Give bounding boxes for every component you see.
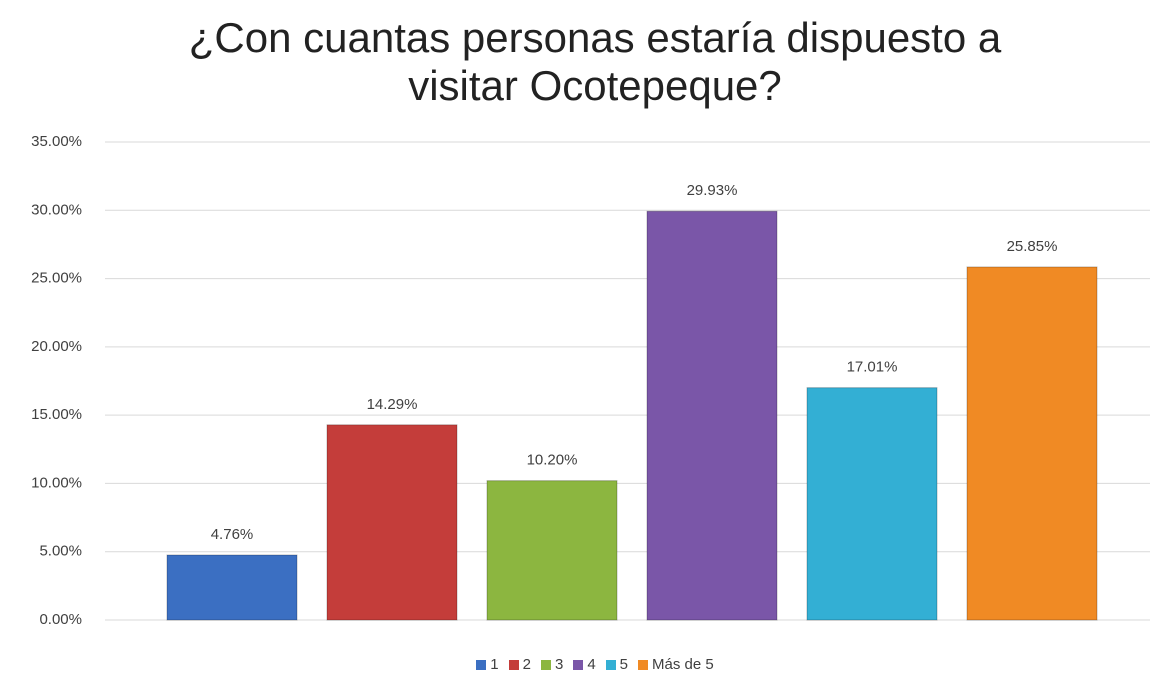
data-label: 29.93%: [687, 182, 738, 199]
bar: [326, 424, 458, 621]
y-tick-label: 0.00%: [39, 611, 82, 628]
legend-swatch: [476, 659, 487, 670]
bar: [486, 480, 618, 621]
legend-swatch: [638, 659, 648, 670]
y-tick-label: 5.00%: [39, 543, 82, 560]
bar: [646, 210, 778, 621]
legend-label: 2: [522, 656, 531, 673]
legend-item: 4: [573, 656, 596, 673]
legend-swatch: [605, 659, 616, 670]
data-label: 25.85%: [1007, 238, 1058, 255]
y-tick-label: 35.00%: [31, 133, 82, 150]
legend-swatch: [508, 659, 519, 670]
legend-item: 1: [476, 656, 499, 673]
legend-label: Más de 5: [652, 656, 714, 673]
y-tick-label: 30.00%: [31, 201, 82, 218]
legend: 1 2 3 4 5 Más de 5: [0, 656, 1150, 673]
legend-item: Más de 5: [638, 656, 714, 673]
bar: [966, 266, 1098, 621]
legend-label: 4: [587, 656, 596, 673]
data-label: 4.76%: [211, 526, 254, 543]
y-tick-label: 20.00%: [31, 338, 82, 355]
legend-swatch: [540, 659, 551, 670]
legend-item: 3: [540, 656, 564, 673]
y-tick-label: 15.00%: [31, 406, 82, 423]
data-label: 17.01%: [847, 359, 898, 376]
legend-label: 1: [490, 656, 499, 673]
legend-item: 2: [508, 656, 531, 673]
legend-label: 5: [619, 656, 628, 673]
legend-swatch: [573, 659, 584, 670]
bar: [806, 387, 938, 621]
legend-item: 5: [605, 656, 628, 673]
y-tick-label: 25.00%: [31, 270, 82, 287]
data-label: 10.20%: [527, 452, 578, 469]
chart-title: ¿Con cuantas personas estaría dispuesto …: [188, 14, 1002, 109]
bar: [166, 554, 298, 621]
data-label: 14.29%: [367, 396, 418, 413]
legend-label: 3: [554, 656, 564, 673]
y-tick-label: 10.00%: [31, 474, 82, 491]
